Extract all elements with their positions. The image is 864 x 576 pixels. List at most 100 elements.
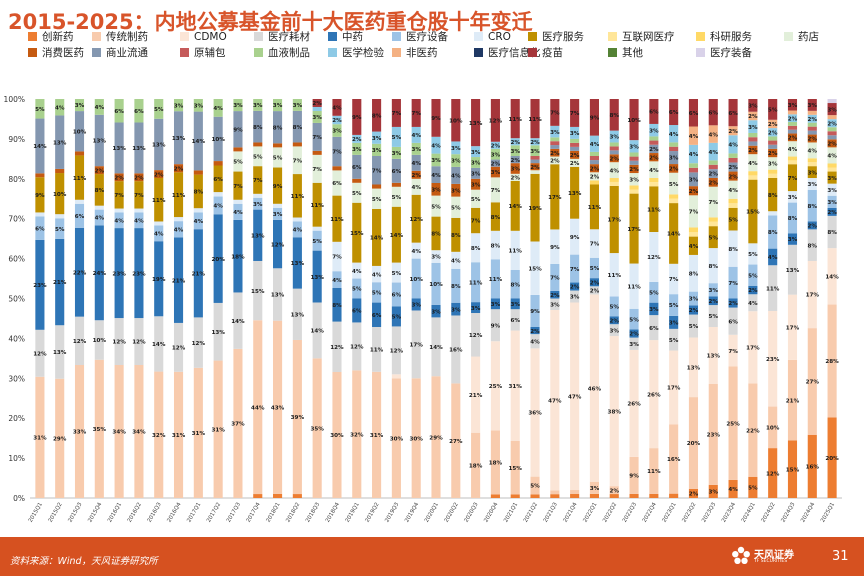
data-label: 2% bbox=[689, 308, 699, 314]
x-tick-label: 2022Q1 bbox=[582, 502, 598, 524]
bar-segment bbox=[649, 161, 659, 178]
bar-segment bbox=[629, 349, 639, 457]
logo-text: 天风证券 bbox=[754, 550, 794, 561]
legend-item: 其他 bbox=[608, 46, 643, 60]
bar-segment bbox=[114, 208, 124, 213]
bar-segment bbox=[570, 290, 580, 303]
data-label: 10% bbox=[627, 118, 641, 124]
bar-segment bbox=[173, 99, 184, 112]
data-label: 2% bbox=[530, 329, 540, 335]
data-label: 5% bbox=[748, 252, 758, 258]
bar-segment bbox=[233, 147, 243, 152]
data-label: 3% bbox=[550, 302, 560, 308]
bar-segment bbox=[748, 285, 758, 295]
legend-swatch bbox=[28, 32, 37, 41]
bar-segment bbox=[332, 115, 342, 125]
data-label: 25% bbox=[726, 421, 740, 427]
bar-segment bbox=[35, 177, 45, 213]
bar-segment bbox=[253, 110, 263, 143]
data-label: 12% bbox=[33, 351, 47, 357]
bar-segment bbox=[510, 180, 520, 231]
data-label: 7% bbox=[293, 158, 303, 164]
legend-swatch bbox=[608, 32, 617, 41]
data-label: 4% bbox=[649, 168, 659, 174]
data-label: 2% bbox=[689, 492, 699, 498]
data-label: 14% bbox=[152, 342, 166, 348]
bar-segment bbox=[807, 178, 817, 190]
data-label: 4% bbox=[233, 210, 243, 216]
bar-segment bbox=[332, 195, 342, 242]
bar-segment bbox=[372, 184, 382, 189]
data-label: 2% bbox=[788, 136, 798, 142]
data-label: 12% bbox=[172, 346, 186, 352]
x-tick-label: 2022Q4 bbox=[642, 501, 658, 523]
data-label: 14% bbox=[667, 232, 681, 238]
data-label: 11% bbox=[509, 249, 523, 255]
y-tick-label: 70% bbox=[8, 215, 25, 224]
bar-segment bbox=[352, 134, 362, 143]
bar-segment bbox=[550, 141, 560, 146]
bar-segment bbox=[649, 140, 659, 145]
bar-segment bbox=[669, 172, 679, 195]
data-label: 14% bbox=[33, 144, 47, 150]
bar-segment bbox=[431, 262, 441, 305]
bar-segment bbox=[114, 228, 124, 319]
legend-label: 商业流通 bbox=[106, 47, 148, 59]
bar-segment bbox=[669, 315, 679, 329]
data-label: 10% bbox=[211, 137, 225, 143]
data-label: 36% bbox=[528, 411, 542, 417]
data-label: 2% bbox=[510, 176, 520, 182]
data-label: 5% bbox=[392, 195, 402, 201]
bar-segment bbox=[411, 126, 421, 143]
data-label: 21% bbox=[786, 398, 800, 404]
legend-label: 其他 bbox=[622, 47, 643, 59]
legend-label: 药店 bbox=[798, 31, 819, 43]
bar-segment bbox=[35, 118, 45, 174]
data-label: 4% bbox=[689, 152, 699, 158]
bar-segment bbox=[173, 322, 184, 372]
bar-segment bbox=[708, 142, 718, 161]
bar-segment bbox=[589, 156, 599, 161]
bar-segment bbox=[352, 298, 362, 323]
data-label: 2% bbox=[609, 318, 619, 324]
bar-segment bbox=[510, 270, 520, 299]
bar-segment bbox=[609, 316, 619, 325]
data-label: 10% bbox=[409, 277, 423, 283]
bar-segment bbox=[352, 262, 362, 279]
bar-segment bbox=[292, 174, 302, 218]
data-label: 11% bbox=[73, 176, 87, 182]
data-label: 7% bbox=[253, 178, 263, 184]
bar-segment bbox=[391, 282, 401, 307]
data-label: 4% bbox=[669, 132, 679, 138]
bar-segment bbox=[471, 302, 481, 314]
data-label: 2% bbox=[174, 166, 184, 172]
data-label: 3% bbox=[689, 297, 699, 303]
data-label: 6% bbox=[332, 181, 342, 187]
data-label: 6% bbox=[649, 110, 659, 116]
data-label: 2% bbox=[550, 151, 560, 157]
bar-segment bbox=[728, 366, 738, 480]
data-label: 3% bbox=[609, 135, 619, 141]
bar-segment bbox=[193, 170, 203, 175]
bar-segment bbox=[74, 227, 85, 317]
bar-segment bbox=[114, 181, 124, 209]
bar-segment bbox=[768, 140, 778, 145]
bar-segment bbox=[748, 175, 758, 180]
data-label: 4% bbox=[332, 106, 342, 112]
bar-segment bbox=[134, 318, 144, 365]
data-label: 6% bbox=[510, 318, 520, 324]
data-label: 12% bbox=[330, 345, 344, 351]
data-label: 3% bbox=[827, 176, 837, 182]
data-label: 9% bbox=[431, 116, 441, 122]
bar-segment bbox=[787, 440, 798, 498]
data-label: 2% bbox=[709, 181, 719, 187]
data-label: 7% bbox=[788, 176, 798, 182]
data-label: 8% bbox=[451, 233, 461, 239]
bar-segment bbox=[787, 110, 798, 115]
bar-segment bbox=[431, 153, 441, 167]
bar-segment bbox=[708, 125, 718, 143]
bar-segment bbox=[728, 153, 738, 158]
data-label: 10% bbox=[449, 118, 463, 124]
data-label: 18% bbox=[469, 464, 483, 470]
legend-swatch bbox=[180, 32, 189, 41]
